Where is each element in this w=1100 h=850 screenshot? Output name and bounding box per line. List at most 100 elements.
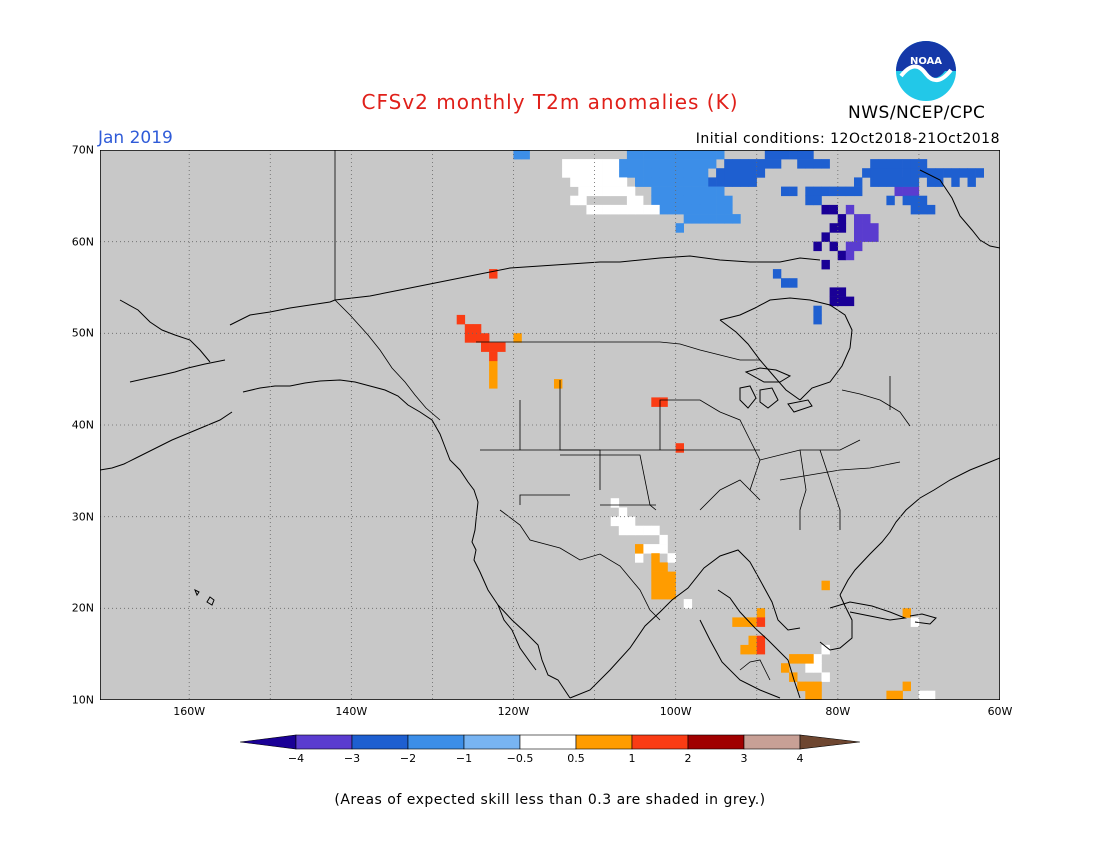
- colorbar-lower-arrow: [240, 734, 297, 750]
- anomaly-cell: [878, 168, 887, 178]
- anomaly-cell: [635, 168, 644, 178]
- anomaly-cell: [594, 186, 603, 197]
- anomaly-cell: [862, 168, 871, 178]
- anomaly-cell: [845, 250, 855, 261]
- anomaly-cell: [659, 397, 668, 407]
- anomaly-cell: [926, 204, 936, 215]
- colorbar-label: −4: [287, 752, 305, 765]
- anomaly-cell: [894, 159, 903, 169]
- anomaly-cell: [651, 571, 660, 582]
- anomaly-cell: [894, 690, 903, 700]
- colorbar-segment: [743, 734, 801, 750]
- noaa-logo: NOAA: [896, 41, 956, 101]
- anomaly-cell: [837, 186, 847, 197]
- anomaly-cell: [659, 159, 668, 169]
- colorbar-segment: [575, 734, 633, 750]
- anomaly-cell: [878, 177, 887, 187]
- anomaly-cell: [837, 296, 847, 307]
- anomaly-cell: [716, 186, 725, 197]
- anomaly-cell: [554, 379, 563, 389]
- anomaly-cell: [813, 159, 822, 169]
- anomaly-cell: [951, 168, 960, 178]
- forecast-month: Jan 2019: [98, 128, 173, 148]
- anomaly-cell: [724, 177, 733, 187]
- anomaly-cell: [813, 186, 822, 197]
- colorbar-segment: [407, 734, 465, 750]
- latitude-label: 30N: [71, 510, 94, 524]
- anomaly-cell: [667, 571, 676, 582]
- colorbar-label: 1: [628, 752, 636, 765]
- colorbar-label: 4: [796, 752, 804, 765]
- anomaly-cell: [667, 168, 676, 178]
- anomaly-cell: [870, 159, 879, 169]
- anomaly-cell: [935, 177, 944, 187]
- anomaly-cell: [926, 177, 936, 187]
- anomaly-cell: [675, 159, 684, 169]
- anomaly-cell: [683, 150, 693, 160]
- anomaly-cell: [821, 580, 830, 591]
- anomaly-cell: [756, 644, 766, 655]
- anomaly-cell: [764, 150, 774, 160]
- anomaly-cell: [756, 635, 766, 646]
- anomaly-cell: [699, 214, 709, 224]
- anomaly-cell: [951, 177, 960, 187]
- anomaly-cell: [618, 525, 628, 536]
- anomaly-cell: [675, 195, 684, 206]
- anomaly-cell: [691, 214, 701, 224]
- anomaly-cell: [756, 168, 766, 178]
- anomaly-cell: [635, 150, 644, 160]
- anomaly-cell: [570, 195, 579, 206]
- anomaly-cell: [716, 150, 725, 160]
- anomaly-cell: [586, 177, 595, 187]
- anomaly-cell: [472, 324, 482, 334]
- anomaly-cell: [699, 177, 709, 187]
- anomaly-cell: [813, 195, 822, 206]
- anomaly-cell: [805, 159, 814, 169]
- anomaly-cell: [643, 544, 652, 554]
- anomaly-cell: [902, 681, 911, 692]
- anomaly-cell: [837, 223, 847, 233]
- anomaly-cell: [805, 681, 814, 692]
- anomaly-cell: [756, 617, 766, 627]
- anomaly-cell: [845, 241, 855, 252]
- anomaly-cell: [578, 159, 587, 169]
- anomaly-cell: [708, 186, 717, 197]
- anomaly-cell: [854, 177, 863, 187]
- anomaly-cell: [635, 204, 644, 215]
- anomaly-cell: [626, 168, 636, 178]
- anomaly-cell: [708, 204, 717, 215]
- political-borders: [334, 150, 911, 681]
- latitude-label: 20N: [71, 601, 94, 615]
- anomaly-cell: [683, 214, 693, 224]
- noaa-logo-text: NOAA: [910, 56, 942, 67]
- anomaly-cell: [732, 617, 741, 627]
- temperature-anomaly-map: [100, 150, 1000, 700]
- anomaly-cell: [854, 186, 863, 197]
- anomaly-cell: [772, 150, 782, 160]
- anomaly-cell: [886, 168, 895, 178]
- anomaly-cell: [837, 250, 847, 261]
- anomaly-cell: [651, 177, 660, 187]
- anomaly-cell: [651, 168, 660, 178]
- anomaly-cell: [489, 360, 498, 371]
- anomaly-cell: [602, 168, 611, 178]
- anomaly-cell: [797, 159, 806, 169]
- anomaly-cell: [691, 150, 701, 160]
- anomaly-cell: [683, 177, 693, 187]
- anomaly-cell: [813, 690, 822, 700]
- anomaly-cell: [659, 168, 668, 178]
- anomaly-cell: [643, 159, 652, 169]
- anomaly-cell: [821, 644, 830, 655]
- anomaly-cell: [675, 168, 684, 178]
- anomaly-cell: [813, 654, 822, 664]
- anomaly-cell: [626, 186, 636, 197]
- anomaly-cell: [845, 296, 855, 307]
- anomaly-cell: [643, 150, 652, 160]
- anomaly-cell: [902, 168, 911, 178]
- anomaly-cell: [724, 159, 733, 169]
- anomaly-cell: [789, 150, 798, 160]
- anomaly-cell: [667, 580, 676, 591]
- anomaly-cell: [635, 553, 644, 563]
- anomaly-cell: [610, 186, 620, 197]
- anomaly-cell: [716, 195, 725, 206]
